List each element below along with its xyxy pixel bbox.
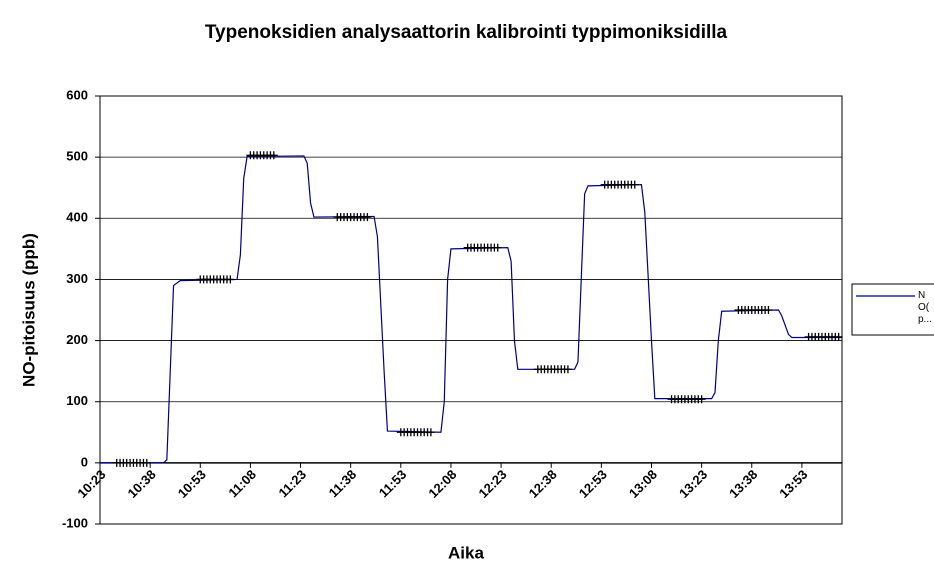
x-tick-label: 10:23 <box>74 467 108 501</box>
marker <box>363 213 372 222</box>
x-tick-label: 12:23 <box>476 467 510 501</box>
x-tick-label: 13:53 <box>776 467 810 501</box>
y-tick-label: 300 <box>66 271 88 286</box>
y-tick-label: 500 <box>66 149 88 164</box>
x-tick-label: 13:38 <box>726 467 760 501</box>
marker <box>563 365 572 374</box>
marker <box>269 151 278 160</box>
y-tick-label: -100 <box>62 515 88 530</box>
x-tick-label: 11:23 <box>275 467 309 501</box>
y-axis-label: NO-pitoisuus (ppb) <box>19 233 38 387</box>
x-tick-label: 10:38 <box>125 467 159 501</box>
marker <box>142 458 151 467</box>
marker <box>426 428 435 437</box>
y-tick-label: 400 <box>66 210 88 225</box>
marker <box>764 306 773 314</box>
x-tick-label: 13:23 <box>676 467 710 501</box>
y-tick-label: 200 <box>66 332 88 347</box>
x-tick-label: 12:08 <box>425 467 459 501</box>
x-tick-label: 11:38 <box>326 467 360 501</box>
legend-box <box>851 283 934 336</box>
marker <box>226 275 235 284</box>
marker <box>834 332 843 341</box>
x-tick-label: 13:08 <box>626 467 660 501</box>
y-tick-label: 0 <box>81 454 88 469</box>
marker <box>493 243 502 252</box>
data-line <box>100 155 842 464</box>
x-tick-label: 12:38 <box>526 467 560 501</box>
chart-title: Typenoksidien analysaattorin kalibrointi… <box>205 22 728 43</box>
x-tick-label: 12:53 <box>576 467 610 501</box>
x-tick-label: 11:08 <box>225 467 259 501</box>
y-tick-label: 600 <box>66 87 88 102</box>
y-tick-label: 100 <box>66 393 88 408</box>
x-axis-label: Aika <box>448 543 484 562</box>
x-tick-label: 10:53 <box>175 467 209 501</box>
marker <box>697 395 706 404</box>
x-tick-label: 11:53 <box>376 467 410 501</box>
legend-label: N O( p... <box>918 290 932 325</box>
marker <box>630 180 639 189</box>
plot-area <box>99 95 843 525</box>
